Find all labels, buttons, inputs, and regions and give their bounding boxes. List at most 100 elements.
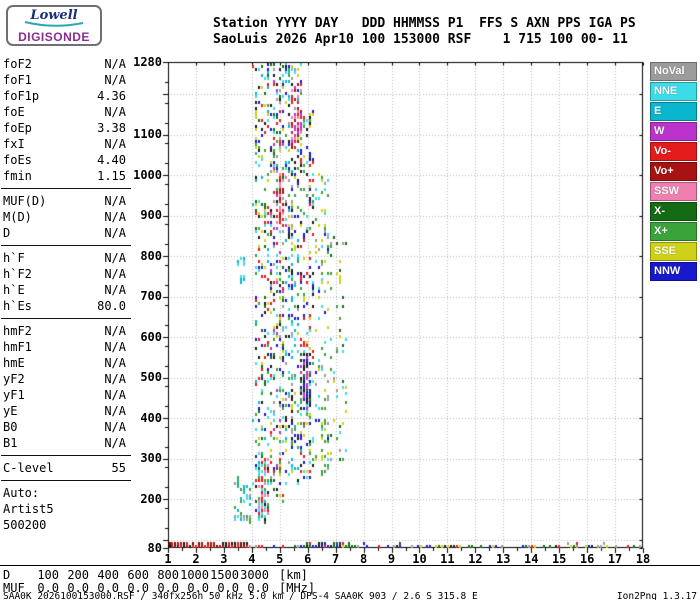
separator-line <box>0 565 700 566</box>
y-tick-label: 700 <box>140 289 162 304</box>
param-row-hmf2: hmF2 N/A <box>0 323 132 339</box>
muf-value: 0.0 <box>247 581 269 595</box>
param-row-hmf1: hmF1 N/A <box>0 339 132 355</box>
distance-value: 200 <box>67 568 89 582</box>
param-row-ye: yE N/A <box>0 403 132 419</box>
param-row-b1: B1 N/A <box>0 435 132 451</box>
lowell-digisonde-logo: Lowell DIGISONDE <box>6 5 102 46</box>
y-tick-label: 80 <box>147 540 162 555</box>
y-tick-label: 1280 <box>133 54 162 69</box>
param-value: N/A <box>104 420 126 434</box>
muf-value: 0.0 <box>67 581 89 595</box>
x-tick-label: 2 <box>192 552 200 566</box>
param-label: foEp <box>3 121 32 135</box>
row-label: MUF <box>3 581 25 595</box>
param-value: 4.40 <box>97 153 126 167</box>
param-row-h-f: h`F N/A <box>0 250 132 266</box>
param-value: N/A <box>104 226 126 240</box>
x-tick-label: 9 <box>387 552 396 566</box>
param-value: N/A <box>104 356 126 370</box>
muf-value: 0.0 <box>187 581 209 595</box>
param-value: N/A <box>104 57 126 71</box>
param-value: N/A <box>104 105 126 119</box>
footer: SAA0K_2026100153000.RSF / 340fx256h 50 k… <box>0 591 700 600</box>
x-tick-label: 10 <box>412 552 427 566</box>
legend-item-x: X+ <box>650 222 697 241</box>
param-row-m-d-: M(D) N/A <box>0 209 132 225</box>
param-value: N/A <box>104 283 126 297</box>
x-tick-label: 12 <box>468 552 483 566</box>
y-tick-label: 600 <box>140 329 162 344</box>
param-value: 4.36 <box>97 89 126 103</box>
y-tick-label: 400 <box>140 410 162 425</box>
footer-program-version: Ion2Png 1.3.17 <box>616 591 697 600</box>
param-value: N/A <box>104 388 126 402</box>
header-line1: Station YYYY DAY DDD HHMMSS P1 FFS S AXN… <box>213 16 636 31</box>
autoscaling-info: Auto: <box>3 486 40 500</box>
muf-value: 0.0 <box>127 581 149 595</box>
param-row-h-f2: h`F2 N/A <box>0 266 132 282</box>
y-tick-label: 1000 <box>133 167 162 182</box>
distance-value: 3000 <box>240 568 269 582</box>
param-label: h`F <box>3 251 25 265</box>
param-row-foe: foE N/A <box>0 104 132 120</box>
param-row-yf1: yF1 N/A <box>0 387 132 403</box>
distance-value: 800 <box>157 568 179 582</box>
x-tick-label: 5 <box>276 552 284 566</box>
param-row-b0: B0 N/A <box>0 419 132 435</box>
legend-item-w: W <box>650 122 697 141</box>
x-tick-label: 18 <box>635 552 651 566</box>
logo-swoosh-icon <box>24 21 84 27</box>
y-tick-label: 500 <box>140 370 162 385</box>
muf-value: 0.0 <box>37 581 59 595</box>
param-label: foF1p <box>3 89 40 103</box>
row-label: D <box>3 568 11 582</box>
param-row-fof1: foF1 N/A <box>0 72 132 88</box>
footer-file-info: SAA0K_2026100153000.RSF / 340fx256h 50 k… <box>3 591 478 600</box>
legend-item-x: X- <box>650 202 697 221</box>
x-tick-label: 17 <box>607 552 623 566</box>
param-row-foes: foEs 4.40 <box>0 152 132 168</box>
x-tick-label: 15 <box>551 552 567 566</box>
header-line2: SaoLuis 2026 Apr10 100 153000 RSF 1 715 … <box>213 32 628 47</box>
muf-row: MUF 0.0 0.0 0.0 0.0 0.0 0.0 0.0 0.0 [MHz] <box>3 582 315 595</box>
param-row-h-es: h`Es 80.0 <box>0 298 132 314</box>
param-value: N/A <box>104 267 126 281</box>
param-separator <box>1 245 131 246</box>
legend-item-noval: NoVal <box>650 62 697 81</box>
distance-value: 400 <box>97 568 119 582</box>
param-label: yF1 <box>3 388 25 402</box>
muf-value: 0.0 <box>217 581 239 595</box>
param-label: fmin <box>3 169 32 183</box>
param-value: 80.0 <box>97 299 126 313</box>
param-label: h`F2 <box>3 267 32 281</box>
param-separator <box>1 480 131 481</box>
param-value: 1.15 <box>97 169 126 183</box>
x-tick-label: 14 <box>524 552 539 566</box>
x-tick-label: 1 <box>164 552 172 566</box>
param-separator <box>1 318 131 319</box>
param-label: h`Es <box>3 299 32 313</box>
param-value: N/A <box>104 137 126 151</box>
param-label: foF1 <box>3 73 32 87</box>
y-tick-label: 300 <box>140 451 162 466</box>
param-value: N/A <box>104 436 126 450</box>
param-value: N/A <box>104 404 126 418</box>
legend-item-vo: Vo+ <box>650 162 697 181</box>
x-tick-label: 7 <box>332 552 340 566</box>
param-label: foF2 <box>3 57 32 71</box>
param-row-muf-d-: MUF(D) N/A <box>0 193 132 209</box>
x-tick-label: 16 <box>579 552 595 566</box>
param-row-d: D N/A <box>0 225 132 241</box>
param-row-fmin: fmin 1.15 <box>0 168 132 184</box>
param-value: N/A <box>104 372 126 386</box>
param-row-fxi: fxI N/A <box>0 136 132 152</box>
param-row-foep: foEp 3.38 <box>0 120 132 136</box>
x-tick-label: 8 <box>359 552 368 566</box>
legend-item-vo: Vo- <box>650 142 697 161</box>
param-value: 55 <box>111 461 126 475</box>
param-label: hmF1 <box>3 340 32 354</box>
row-unit: [km] <box>279 568 308 582</box>
param-separator <box>1 455 131 456</box>
param-row-h-e: h`E N/A <box>0 282 132 298</box>
